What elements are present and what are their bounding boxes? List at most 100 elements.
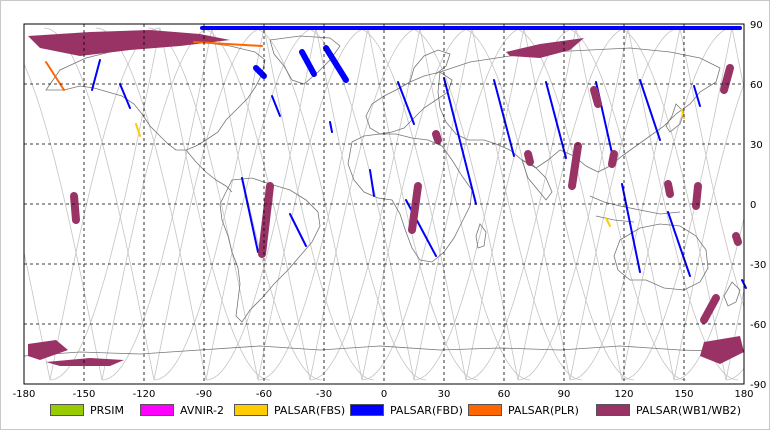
fbd-strip	[299, 49, 317, 77]
latitude-tick: -90	[750, 380, 766, 391]
fbd-strip	[493, 79, 515, 157]
fbd-strip	[91, 59, 101, 91]
legend-item: AVNIR-2	[140, 402, 224, 418]
plr-strip	[193, 41, 263, 47]
longitude-tick-labels: -180 -150 -120 -90 -60 -30 0 30 60 90 120 150 180	[13, 389, 754, 400]
wb-swath	[28, 30, 230, 56]
ground-track	[673, 216, 744, 381]
fbd-strip	[397, 81, 415, 125]
legend-swatch	[140, 404, 174, 416]
fbd-strip	[369, 169, 375, 197]
fbd-strip	[329, 121, 333, 133]
legend-item: PALSAR(FBS)	[234, 402, 345, 418]
fbs-strip	[605, 217, 611, 227]
longitude-tick: -150	[73, 389, 96, 400]
world-map[interactable]: -180 -150 -120 -90 -60 -30 0 30 60 90 120 150 180 90…	[0, 0, 770, 400]
greenland-coast	[269, 35, 341, 85]
wb-strip	[732, 232, 742, 246]
australia-coast	[613, 223, 709, 291]
india-coast	[521, 159, 553, 201]
legend-swatch	[234, 404, 268, 416]
latitude-tick: -60	[750, 320, 766, 331]
wb-strip	[70, 192, 80, 224]
latitude-tick: 30	[750, 140, 763, 151]
wb-strip	[524, 150, 534, 166]
legend-label: PALSAR(FBS)	[274, 403, 346, 417]
longitude-tick: -180	[13, 389, 36, 400]
legend-item: PALSAR(FBD)	[350, 402, 463, 418]
wb-strip	[408, 182, 422, 234]
fbd-strip	[289, 213, 307, 247]
fbd-strip	[693, 85, 701, 107]
fbd-strip	[323, 45, 349, 83]
wb-strip	[590, 86, 602, 108]
fbd-strip	[241, 177, 259, 253]
longitude-tick: -120	[133, 389, 156, 400]
latitude-tick: 90	[750, 20, 763, 31]
indonesia-coast	[589, 195, 681, 223]
wb-swath	[700, 336, 744, 364]
longitude-tick: 0	[381, 389, 387, 400]
wb-strip	[664, 180, 674, 198]
legend-label: PRSIM	[90, 403, 124, 417]
latitude-tick: 0	[750, 200, 756, 211]
fbs-strip	[135, 123, 141, 137]
longitude-tick: 90	[558, 389, 571, 400]
ground-track	[49, 27, 271, 381]
longitude-tick: -90	[196, 389, 212, 400]
antarctica-coast	[23, 345, 745, 357]
madagascar-coast	[475, 223, 487, 249]
new-zealand-coast	[723, 281, 741, 307]
longitude-tick: 60	[498, 389, 511, 400]
legend-item: PALSAR(PLR)	[468, 402, 579, 418]
central-america-coast	[185, 149, 233, 193]
wb-swath	[506, 38, 584, 58]
legend-swatch	[468, 404, 502, 416]
latitude-tick: -30	[750, 260, 766, 271]
legend-label: PALSAR(FBD)	[390, 403, 463, 417]
wb-strip	[258, 182, 274, 258]
legend: PRSIM AVNIR-2 PALSAR(FBS) PALSAR(FBD) PALSAR…	[0, 402, 770, 422]
wb-strip	[432, 130, 442, 144]
wb-strip	[608, 150, 618, 168]
fbd-strip	[253, 65, 267, 79]
africa-coast	[347, 133, 473, 263]
south-america-coast	[219, 177, 321, 323]
legend-label: AVNIR-2	[180, 403, 224, 417]
fbd-strip	[271, 95, 281, 117]
fbd-strip	[621, 183, 641, 273]
wb-swath	[46, 358, 124, 366]
fbd-strip	[119, 83, 131, 109]
fbd-strip	[639, 79, 661, 141]
wb-swath	[28, 340, 68, 360]
legend-label: PALSAR(PLR)	[508, 403, 579, 417]
legend-swatch	[50, 404, 84, 416]
wb-strip	[700, 294, 720, 324]
fbd-strip	[667, 211, 691, 277]
latitude-tick: 60	[750, 80, 763, 91]
longitude-tick: 180	[734, 389, 753, 400]
plr-strip	[45, 61, 65, 91]
wb-strip	[692, 182, 702, 210]
japan-coast	[665, 103, 685, 133]
legend-item: PRSIM	[50, 402, 124, 418]
graticule	[24, 24, 744, 384]
observation-strips	[28, 26, 747, 366]
latitude-tick-labels: 90 60 30 0 -30 -60 -90	[750, 20, 766, 391]
longitude-tick: 150	[674, 389, 693, 400]
wb-strip	[568, 142, 582, 190]
plot-border	[23, 23, 745, 385]
wb-strip	[720, 64, 734, 94]
longitude-tick: 30	[438, 389, 451, 400]
scandinavia-coast	[409, 49, 451, 83]
longitude-tick: 120	[614, 389, 633, 400]
legend-label: PALSAR(WB1/WB2)	[636, 403, 742, 417]
europe-coast	[365, 71, 453, 135]
legend-item: PALSAR(WB1/WB2)	[596, 402, 741, 418]
legend-swatch	[350, 404, 384, 416]
longitude-tick: -30	[316, 389, 332, 400]
fbd-strip	[545, 81, 567, 159]
legend-swatch	[596, 404, 630, 416]
fbd-strip	[443, 77, 477, 205]
longitude-tick: -60	[256, 389, 272, 400]
